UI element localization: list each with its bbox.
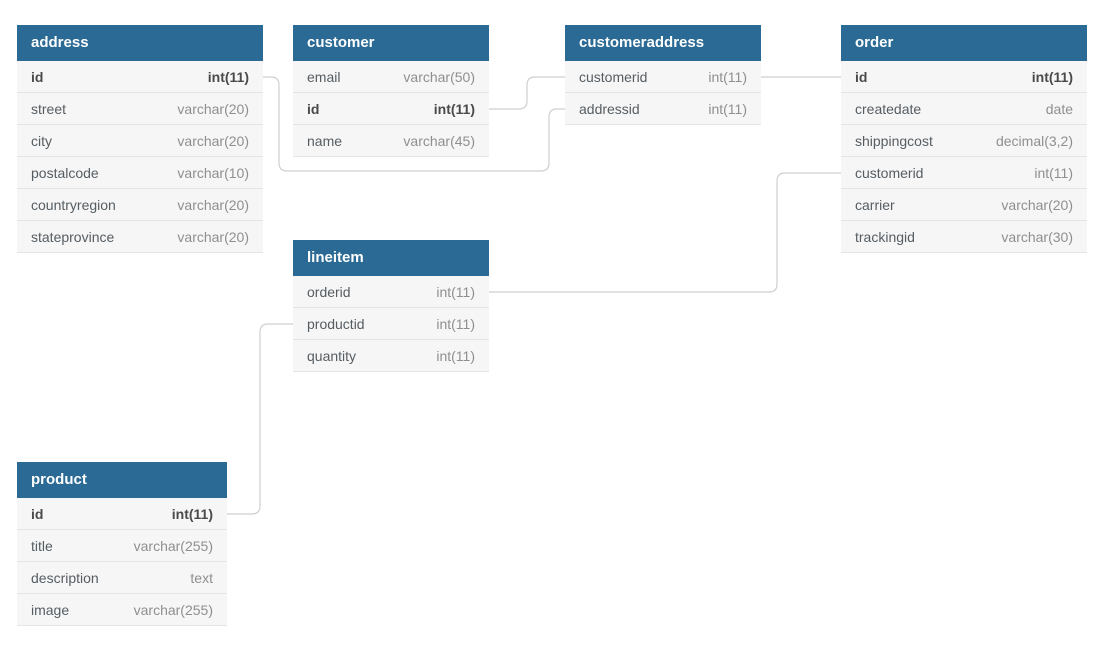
relationship-edge xyxy=(489,77,565,109)
column-row: name varchar(45) xyxy=(293,125,489,157)
column-type: varchar(50) xyxy=(403,69,475,85)
entity-header-customer: customer xyxy=(293,25,489,61)
column-name: id xyxy=(307,101,319,117)
column-name: stateprovince xyxy=(31,229,114,245)
column-type: varchar(20) xyxy=(177,133,249,149)
column-row: addressid int(11) xyxy=(565,93,761,125)
column-row: id int(11) xyxy=(17,61,263,93)
column-row: description text xyxy=(17,562,227,594)
column-type: int(11) xyxy=(172,506,213,522)
column-row: postalcode varchar(10) xyxy=(17,157,263,189)
column-row: image varchar(255) xyxy=(17,594,227,626)
entity-header-order: order xyxy=(841,25,1087,61)
column-row: customerid int(11) xyxy=(565,61,761,93)
column-type: varchar(20) xyxy=(1001,197,1073,213)
column-row: customerid int(11) xyxy=(841,157,1087,189)
column-name: street xyxy=(31,101,66,117)
column-name: customerid xyxy=(579,69,647,85)
column-name: description xyxy=(31,570,99,586)
entity-customer: customer email varchar(50) id int(11) name var… xyxy=(293,25,489,157)
column-type: varchar(30) xyxy=(1001,229,1073,245)
column-row: orderid int(11) xyxy=(293,276,489,308)
column-name: quantity xyxy=(307,348,356,364)
column-type: int(11) xyxy=(1034,165,1073,181)
column-row: productid int(11) xyxy=(293,308,489,340)
column-name: postalcode xyxy=(31,165,99,181)
column-name: id xyxy=(855,69,867,85)
column-type: varchar(20) xyxy=(177,229,249,245)
column-row: createdate date xyxy=(841,93,1087,125)
column-type: int(11) xyxy=(436,316,475,332)
column-row: id int(11) xyxy=(293,93,489,125)
column-row: countryregion varchar(20) xyxy=(17,189,263,221)
column-row: shippingcost decimal(3,2) xyxy=(841,125,1087,157)
column-type: int(11) xyxy=(708,101,747,117)
column-row: title varchar(255) xyxy=(17,530,227,562)
column-name: title xyxy=(31,538,53,554)
entity-product: product id int(11) title varchar(255) descrip… xyxy=(17,462,227,626)
entity-order: order id int(11) createdate date shippingcost… xyxy=(841,25,1087,253)
column-name: productid xyxy=(307,316,365,332)
column-type: text xyxy=(190,570,213,586)
column-name: carrier xyxy=(855,197,895,213)
entity-header-product: product xyxy=(17,462,227,498)
entity-header-lineitem: lineitem xyxy=(293,240,489,276)
column-name: email xyxy=(307,69,340,85)
column-name: orderid xyxy=(307,284,351,300)
column-name: countryregion xyxy=(31,197,116,213)
column-type: int(11) xyxy=(434,101,475,117)
column-name: customerid xyxy=(855,165,923,181)
relationship-edge xyxy=(227,324,293,514)
entity-address: address id int(11) street varchar(20) city var… xyxy=(17,25,263,253)
column-name: createdate xyxy=(855,101,921,117)
column-type: varchar(10) xyxy=(177,165,249,181)
column-row: carrier varchar(20) xyxy=(841,189,1087,221)
column-type: int(11) xyxy=(436,348,475,364)
column-type: decimal(3,2) xyxy=(996,133,1073,149)
column-name: city xyxy=(31,133,52,149)
erd-canvas: addressidint(11)streetvarchar(20)cityvar… xyxy=(0,0,1104,647)
entity-header-customeraddress: customeraddress xyxy=(565,25,761,61)
column-type: varchar(20) xyxy=(177,197,249,213)
column-row: stateprovince varchar(20) xyxy=(17,221,263,253)
column-name: id xyxy=(31,506,43,522)
column-type: varchar(45) xyxy=(403,133,475,149)
column-row: id int(11) xyxy=(841,61,1087,93)
entity-lineitem: lineitemorderidint(11)productidint(11)qu… xyxy=(293,240,489,372)
column-row: city varchar(20) xyxy=(17,125,263,157)
column-row: email varchar(50) xyxy=(293,61,489,93)
column-row: quantity int(11) xyxy=(293,340,489,372)
column-type: varchar(255) xyxy=(134,538,213,554)
column-name: trackingid xyxy=(855,229,915,245)
entity-header-address: address xyxy=(17,25,263,61)
column-type: int(11) xyxy=(708,69,747,85)
entity-customeraddress: customeraddresscustomeridint(11)addressi… xyxy=(565,25,761,125)
column-type: varchar(255) xyxy=(134,602,213,618)
column-type: varchar(20) xyxy=(177,101,249,117)
column-row: trackingid varchar(30) xyxy=(841,221,1087,253)
column-type: int(11) xyxy=(1032,69,1073,85)
column-type: int(11) xyxy=(208,69,249,85)
column-name: shippingcost xyxy=(855,133,933,149)
column-type: date xyxy=(1046,101,1073,117)
relationship-edge xyxy=(489,173,841,292)
column-row: street varchar(20) xyxy=(17,93,263,125)
column-name: id xyxy=(31,69,43,85)
column-name: addressid xyxy=(579,101,640,117)
column-row: id int(11) xyxy=(17,498,227,530)
column-name: image xyxy=(31,602,69,618)
column-name: name xyxy=(307,133,342,149)
column-type: int(11) xyxy=(436,284,475,300)
